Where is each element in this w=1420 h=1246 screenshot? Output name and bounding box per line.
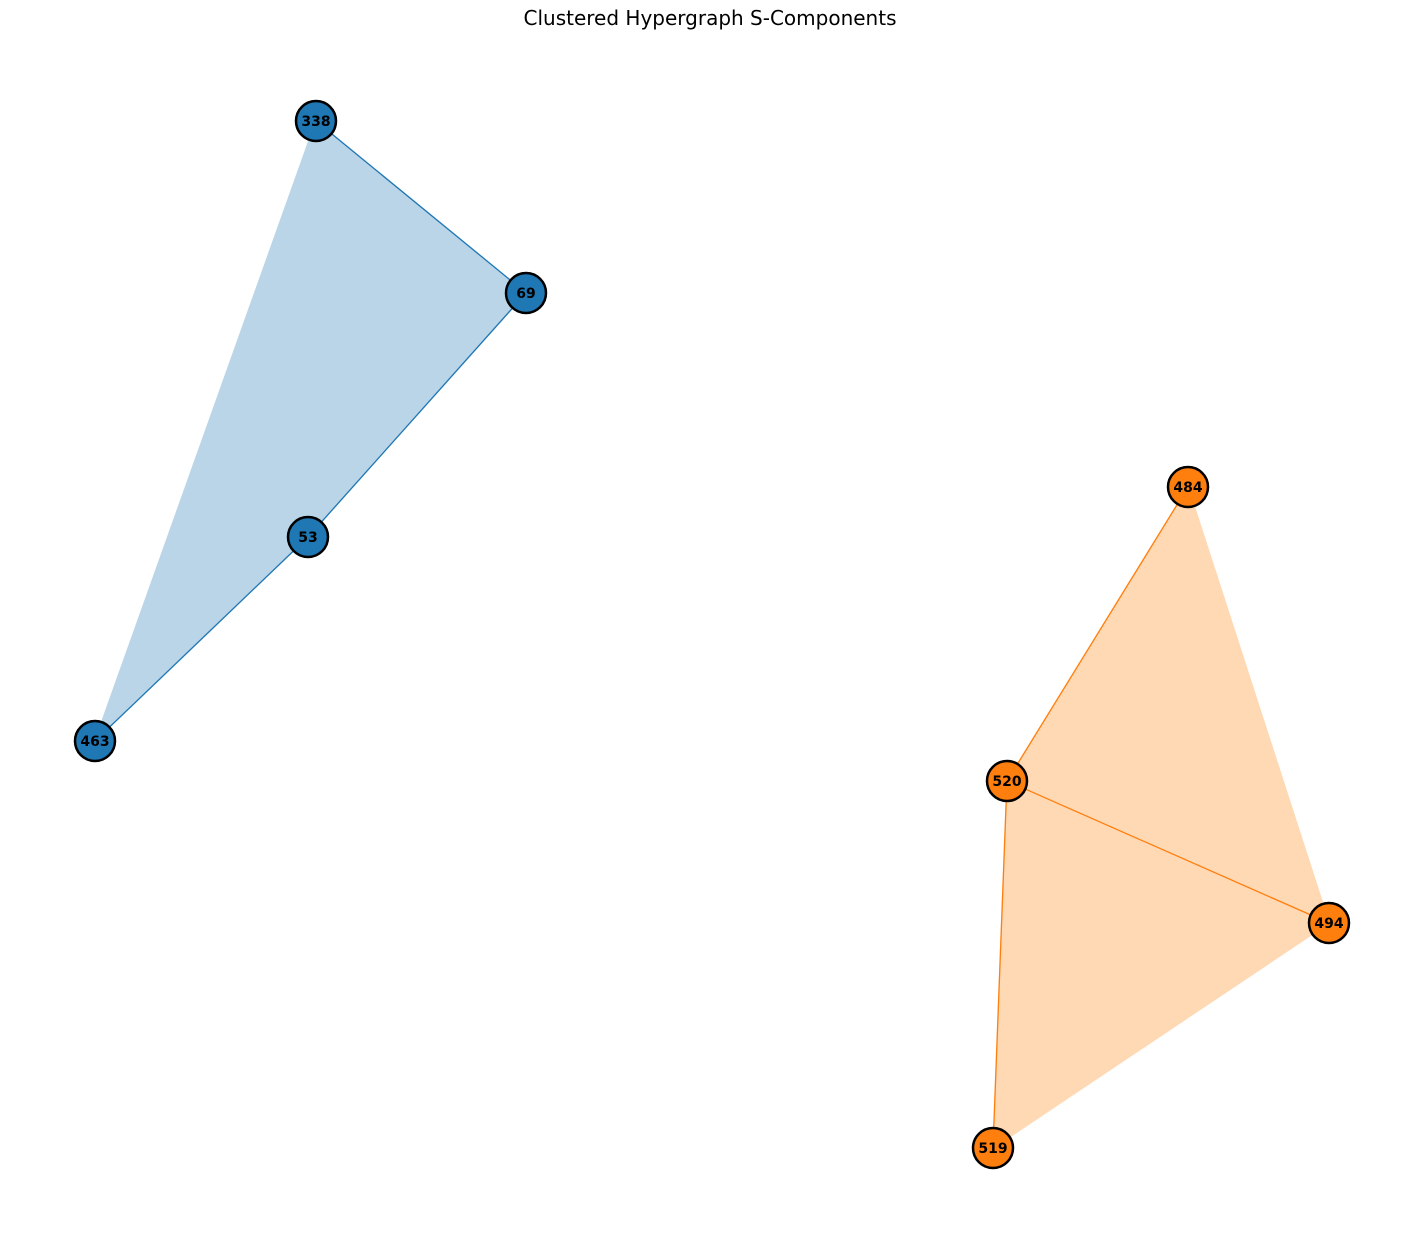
node-338[interactable]: 338 (294, 99, 338, 143)
edge-69-53 (307, 292, 527, 538)
node-520[interactable]: 520 (985, 759, 1029, 803)
node-label: 463 (80, 734, 109, 750)
node-463[interactable]: 463 (73, 719, 117, 763)
node-label: 53 (298, 530, 317, 546)
node-69[interactable]: 69 (504, 271, 548, 315)
chart-title: Clustered Hypergraph S-Components (523, 6, 897, 30)
edge-53-463 (94, 536, 309, 742)
edge-338-69 (315, 120, 527, 294)
node-484[interactable]: 484 (1166, 465, 1210, 509)
node-53[interactable]: 53 (286, 515, 330, 559)
node-circle (985, 759, 1029, 803)
node-circle (971, 1126, 1015, 1170)
node-circle (286, 515, 330, 559)
node-label: 69 (516, 286, 535, 302)
node-circle (73, 719, 117, 763)
node-label: 520 (992, 774, 1021, 790)
node-494[interactable]: 494 (1307, 901, 1351, 945)
cluster-a-hull (94, 119, 528, 742)
node-519[interactable]: 519 (971, 1126, 1015, 1170)
node-label: 494 (1314, 916, 1343, 932)
node-label: 484 (1173, 480, 1202, 496)
node-circle (294, 99, 338, 143)
node-label: 338 (301, 114, 330, 130)
node-circle (1166, 465, 1210, 509)
cluster-b-hull (992, 485, 1330, 1150)
edge-520-494 (1006, 780, 1330, 924)
edge-520-519 (992, 780, 1008, 1149)
node-circle (504, 271, 548, 315)
edge-484-520 (1006, 486, 1189, 782)
node-label: 519 (978, 1141, 1007, 1157)
node-circle (1307, 901, 1351, 945)
